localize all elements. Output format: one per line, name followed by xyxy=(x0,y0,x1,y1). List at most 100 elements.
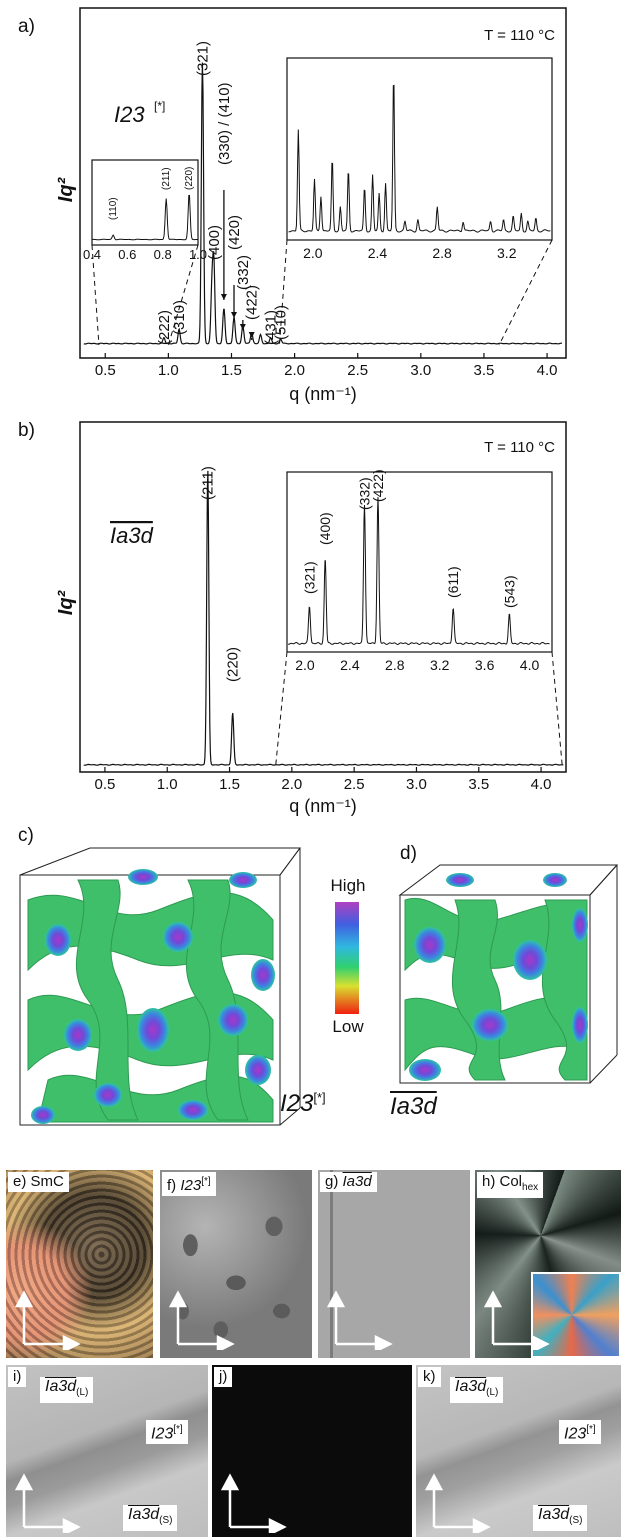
x-axis-a-tick-label: 2.5 xyxy=(347,362,368,379)
x-axis-a-tick-label: 1.0 xyxy=(158,362,179,379)
inset-left-peak-label: (110) xyxy=(108,197,119,220)
inset-b-peak-label: (422) xyxy=(370,469,386,502)
inset-b-peak-label: (543) xyxy=(501,575,517,608)
x-axis-b-tick-label: 1.0 xyxy=(157,776,178,793)
ia3d-model xyxy=(398,864,619,1084)
x-axis-b-tick-label: 0.5 xyxy=(94,776,115,793)
node-cap xyxy=(128,869,158,885)
inset-b-peak-label: (400) xyxy=(317,512,333,545)
inset-b-tick-label: 2.4 xyxy=(340,657,360,673)
inset-b-tick-label: 3.6 xyxy=(475,657,495,673)
i23-model xyxy=(19,847,301,1126)
node-cap xyxy=(251,959,275,991)
peak-label-a: (420) xyxy=(226,215,243,250)
micrograph-i: i) Ia3d(L) I23[*] Ia3d(S) xyxy=(6,1365,208,1537)
x-axis-b-tick-label: 4.0 xyxy=(531,776,552,793)
node-cap xyxy=(137,1008,169,1052)
x-axis-title-b: q (nm⁻¹) xyxy=(289,796,357,816)
peak-label-b: (211) xyxy=(200,466,217,500)
x-axis-b-tick-label: 3.5 xyxy=(468,776,489,793)
node-cap xyxy=(94,1083,122,1107)
micrograph-j-label: j) xyxy=(214,1367,233,1387)
panel-label-a: a) xyxy=(18,16,35,37)
micrograph-i-label: i) xyxy=(8,1367,27,1387)
micrograph-k: k) Ia3d(L) I23[*] Ia3d(S) xyxy=(416,1365,621,1537)
peak-arrow-head-a xyxy=(239,324,246,330)
x-axis-a-tick-label: 4.0 xyxy=(537,362,558,379)
inset-b-peak-label: (611) xyxy=(445,566,461,598)
y-axis-title-a: Iq² xyxy=(55,176,77,202)
micrograph-k-mid-label: I23[*] xyxy=(559,1420,601,1445)
model-d-caption: Ia3d xyxy=(390,1093,437,1120)
inset-left-tick-label: 0.6 xyxy=(118,247,136,262)
panel-label-d: d) xyxy=(400,843,417,864)
zoom-guide-line xyxy=(498,239,553,346)
micrograph-j: j) xyxy=(212,1365,412,1537)
cube-top-edge xyxy=(19,847,301,876)
model-c-caption: I23[*] xyxy=(280,1090,326,1117)
inset-b-tick-label: 2.0 xyxy=(295,657,315,673)
peak-arrow-head-a xyxy=(220,294,227,300)
peak-arrow-head-a xyxy=(248,332,255,338)
polarizer-axes-icon xyxy=(14,1473,81,1533)
peak-label-a: (400) xyxy=(206,225,223,260)
peak-label-a: (222) xyxy=(156,310,173,345)
zoom-guide-line xyxy=(91,244,100,346)
inset-right-tick-label: 3.2 xyxy=(497,245,517,261)
inset-right-tick-label: 2.0 xyxy=(303,245,323,261)
inset-left-tick-label: 0.8 xyxy=(154,247,172,262)
inset-left-peak-label: (220) xyxy=(184,167,195,190)
x-axis-a-tick-label: 0.5 xyxy=(95,362,116,379)
inset-b-peak-label: (321) xyxy=(301,561,317,594)
colorbar-low-label: Low xyxy=(332,1017,364,1036)
x-axis-b-tick-label: 1.5 xyxy=(219,776,240,793)
xrd-trace-b xyxy=(83,470,564,766)
micrograph-k-bottom-label: Ia3d(S) xyxy=(533,1505,588,1532)
node-cap xyxy=(229,872,257,888)
inset-frame-b xyxy=(286,471,553,653)
inset-b-tick-label: 2.8 xyxy=(385,657,405,673)
plot-frame-b xyxy=(79,421,567,773)
node-cap xyxy=(218,1004,248,1036)
polarizer-axes-icon xyxy=(424,1473,491,1533)
inset-left-peak-label: (211) xyxy=(161,167,172,190)
node-cap xyxy=(178,1100,208,1120)
inset-frame-a-left xyxy=(91,159,199,246)
colorbar-high-label: High xyxy=(330,876,366,895)
xrd-trace-b-inset xyxy=(288,497,550,646)
node-cap xyxy=(163,922,193,952)
micrograph-h: h) Colhex xyxy=(475,1170,621,1358)
peak-label-a: (330) / (410) xyxy=(216,82,233,165)
xrd-chart-b: 0.5 1.0 1.5 2.0 2.5 3.0 3.5 4.0 q (nm⁻¹) Iq² T = 1… xyxy=(55,421,567,816)
panel-label-b: b) xyxy=(18,420,35,441)
node-cap xyxy=(31,1106,55,1124)
x-axis-b-tick-label: 2.5 xyxy=(344,776,365,793)
micrograph-k-label: k) xyxy=(418,1367,441,1387)
node-cap xyxy=(543,873,567,887)
micrograph-h-inset xyxy=(531,1272,621,1358)
x-axis-a-tick-label: 1.5 xyxy=(221,362,242,379)
inset-b-tick-label: 4.0 xyxy=(520,657,540,673)
micrograph-e-label: e) SmC xyxy=(8,1172,69,1192)
node-cap xyxy=(513,940,547,980)
inset-right-tick-label: 2.8 xyxy=(432,245,452,261)
phase-label-b: Ia3d xyxy=(110,523,154,548)
peak-label-a: (321) xyxy=(194,41,211,76)
polarizer-axes-icon xyxy=(483,1290,550,1350)
micrograph-e: e) SmC xyxy=(6,1170,153,1358)
node-cap xyxy=(64,1019,92,1051)
micrograph-h-label: h) Colhex xyxy=(477,1172,544,1198)
peak-arrow-head-a xyxy=(231,312,238,318)
polarizer-axes-icon xyxy=(220,1473,287,1533)
node-cap xyxy=(446,873,474,887)
x-axis-b-tick-label: 2.0 xyxy=(281,776,302,793)
xrd-trace-a-inset-left xyxy=(91,194,198,241)
inset-b-tick-label: 3.2 xyxy=(430,657,450,673)
gyroid-surface xyxy=(185,879,249,1121)
gyroid-surface xyxy=(75,879,139,1121)
node-cap xyxy=(45,924,71,956)
node-cap xyxy=(472,1009,508,1041)
micrograph-f-label: f) I23[*] xyxy=(162,1172,216,1196)
x-axis-title-a: q (nm⁻¹) xyxy=(289,384,357,404)
inset-b-peak-label: (332) xyxy=(356,477,372,510)
